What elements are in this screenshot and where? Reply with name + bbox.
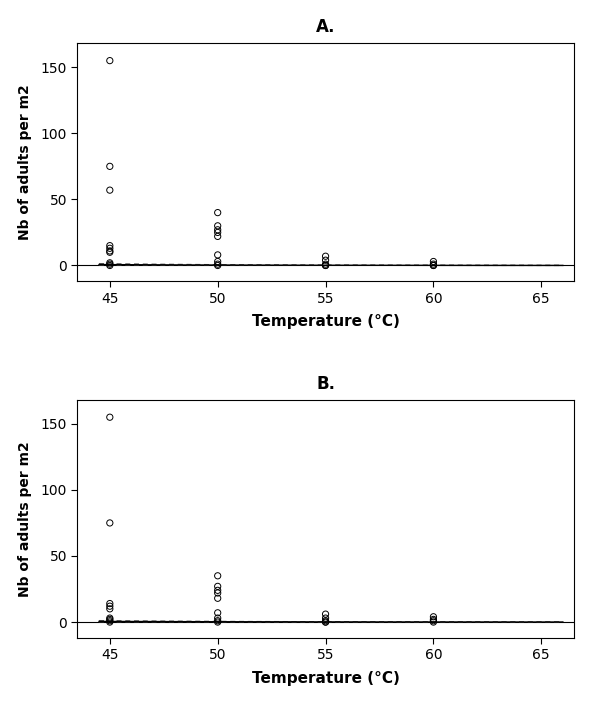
Point [105,246,115,258]
Point [321,615,330,627]
Point [213,617,223,628]
Point [105,245,115,256]
Point [321,608,330,620]
Point [429,258,438,270]
Point [105,240,115,251]
Point [105,601,115,612]
Point [321,612,330,624]
Point [105,615,115,627]
Title: B.: B. [316,375,335,393]
Point [429,617,438,628]
Point [213,585,223,596]
Point [105,612,115,624]
Point [105,161,115,172]
Point [105,258,115,270]
Point [105,412,115,423]
Point [213,256,223,267]
Point [321,260,330,271]
Point [105,184,115,196]
Point [213,260,223,271]
Point [321,617,330,628]
Point [105,603,115,615]
Point [105,617,115,628]
Point [321,260,330,271]
Point [213,224,223,235]
X-axis label: Temperature (°C): Temperature (°C) [252,671,400,686]
Point [213,612,223,624]
Point [429,256,438,267]
Point [321,617,330,628]
Point [213,587,223,598]
Point [105,517,115,529]
Point [105,243,115,254]
Y-axis label: Nb of adults per m2: Nb of adults per m2 [18,441,33,597]
Point [321,251,330,262]
Point [213,607,223,618]
Point [429,615,438,627]
Point [213,207,223,218]
X-axis label: Temperature (°C): Temperature (°C) [252,314,400,329]
Point [213,258,223,270]
Point [105,598,115,609]
Point [429,611,438,622]
Point [105,257,115,268]
Point [213,220,223,232]
Point [213,581,223,592]
Y-axis label: Nb of adults per m2: Nb of adults per m2 [18,84,33,240]
Point [321,258,330,270]
Point [213,227,223,238]
Point [105,260,115,271]
Title: A.: A. [316,18,335,37]
Point [213,231,223,242]
Point [213,249,223,260]
Point [429,260,438,271]
Point [213,570,223,582]
Point [321,255,330,266]
Point [105,55,115,66]
Point [213,615,223,627]
Point [213,593,223,604]
Point [105,614,115,625]
Point [429,260,438,271]
Point [429,614,438,625]
